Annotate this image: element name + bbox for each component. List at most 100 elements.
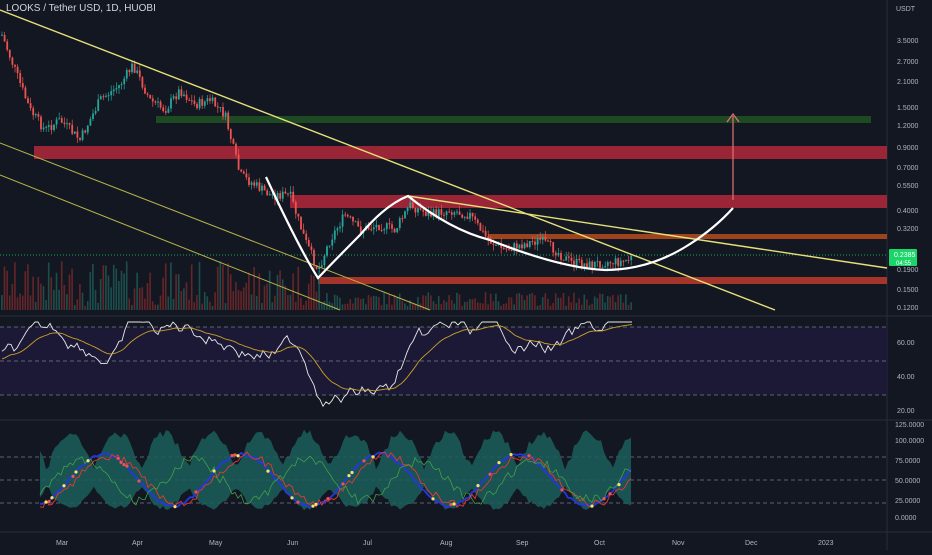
rsi-line[interactable] bbox=[1, 321, 632, 408]
candle-body bbox=[224, 112, 227, 117]
candle-body bbox=[196, 103, 198, 109]
volume-bar bbox=[229, 274, 232, 310]
volume-bar bbox=[307, 283, 310, 310]
candle-body bbox=[586, 263, 588, 269]
candle-body bbox=[53, 124, 55, 131]
neckline-trendline[interactable] bbox=[407, 195, 888, 269]
volume-bar bbox=[154, 304, 157, 310]
volume-bar bbox=[336, 295, 339, 310]
volume-bar bbox=[544, 293, 547, 310]
candle-body bbox=[289, 191, 292, 194]
candle-body bbox=[487, 236, 490, 240]
osc-dot bbox=[350, 470, 354, 475]
volume-bar bbox=[461, 305, 463, 310]
descending-channel-line-2[interactable] bbox=[0, 174, 341, 311]
candle-body bbox=[45, 126, 48, 128]
volume-bar bbox=[450, 300, 453, 310]
osc-dot bbox=[137, 479, 141, 483]
candle-body bbox=[102, 96, 105, 98]
volume-bar bbox=[424, 295, 427, 310]
osc-dot bbox=[311, 504, 315, 508]
candle-body bbox=[92, 113, 94, 119]
candle-body bbox=[359, 226, 362, 234]
candle-body bbox=[536, 237, 539, 245]
volume-bar bbox=[570, 302, 573, 310]
osc-axis[interactable]: 125.0000 100.0000 75.0000 50.0000 25.0000 0.0… bbox=[895, 422, 924, 522]
osc-dot bbox=[371, 455, 375, 459]
candle-body bbox=[619, 260, 622, 267]
candle-body bbox=[164, 111, 167, 113]
candle-body bbox=[495, 244, 497, 246]
candle-body bbox=[305, 233, 308, 241]
volume-bar bbox=[47, 262, 50, 310]
candle-body bbox=[344, 214, 347, 216]
volume-bar bbox=[40, 283, 42, 310]
volume-bar bbox=[380, 305, 383, 310]
volume-bar bbox=[609, 296, 612, 310]
candle-body bbox=[349, 216, 352, 218]
candle-body bbox=[253, 182, 256, 186]
descending-trendline-main[interactable] bbox=[0, 9, 776, 311]
price-tick-label: 0.4000 bbox=[897, 208, 919, 215]
osc-dot bbox=[527, 454, 531, 458]
candle-body bbox=[193, 100, 196, 104]
volume-bar bbox=[92, 264, 94, 310]
volume-bar bbox=[401, 301, 404, 310]
candle-body bbox=[216, 106, 219, 108]
volume-bar bbox=[235, 282, 237, 310]
candle-body bbox=[588, 261, 591, 269]
osc-dot bbox=[125, 464, 129, 468]
candle-body bbox=[118, 85, 120, 89]
candle-body bbox=[144, 87, 146, 94]
osc-dot bbox=[47, 499, 51, 504]
osc-dot bbox=[314, 502, 318, 506]
candle-body bbox=[547, 240, 549, 242]
rsi-moving-average[interactable] bbox=[1, 324, 633, 392]
volume-bar bbox=[443, 300, 445, 310]
candle-body bbox=[591, 261, 594, 268]
candle-body bbox=[133, 63, 136, 73]
volume-bar bbox=[554, 293, 557, 310]
candle-body bbox=[68, 123, 71, 125]
volume-bar bbox=[534, 295, 536, 310]
volume-bar bbox=[71, 268, 73, 310]
volume-bar bbox=[482, 303, 484, 310]
osc-green-line[interactable] bbox=[39, 455, 632, 506]
volume-bar bbox=[206, 296, 209, 310]
candle-body bbox=[378, 224, 380, 231]
candle-body bbox=[617, 258, 620, 267]
rsi-axis[interactable]: 60.00 40.00 20.00 bbox=[897, 340, 915, 415]
volume-bar bbox=[484, 292, 487, 310]
candle-body bbox=[463, 216, 466, 218]
osc-dot bbox=[236, 454, 240, 458]
price-axis[interactable]: USDT 3.5000 2.7000 2.1000 1.5000 1.2000 0.900… bbox=[896, 6, 919, 312]
cup-pattern-curve[interactable] bbox=[265, 176, 734, 280]
candle-body bbox=[47, 125, 50, 127]
candle-body bbox=[599, 261, 601, 268]
osc-red-line[interactable] bbox=[39, 451, 632, 509]
candle-body bbox=[453, 212, 456, 215]
descending-channel-line-1[interactable] bbox=[0, 142, 431, 311]
volume-bar bbox=[68, 274, 71, 310]
candle-body bbox=[484, 230, 487, 237]
volume-bar bbox=[414, 305, 417, 310]
time-axis[interactable]: Mar Apr May Jun Jul Aug Sep Oct Nov Dec 2023 bbox=[56, 540, 834, 547]
candle-body bbox=[593, 261, 596, 268]
candle-body bbox=[318, 267, 321, 269]
candle-body bbox=[612, 263, 614, 265]
candle-body bbox=[107, 95, 110, 97]
candle-body bbox=[505, 248, 508, 250]
volume-bar bbox=[502, 303, 505, 310]
candle-body bbox=[539, 237, 542, 240]
candle-body bbox=[526, 243, 529, 248]
candle-body bbox=[458, 211, 461, 215]
candle-body bbox=[443, 214, 445, 216]
candle-body bbox=[531, 241, 534, 243]
volume-bar bbox=[567, 296, 570, 310]
candle-body bbox=[474, 216, 477, 220]
volume-bar bbox=[232, 291, 235, 310]
volume-bar bbox=[107, 275, 110, 310]
candle-body bbox=[183, 94, 185, 97]
